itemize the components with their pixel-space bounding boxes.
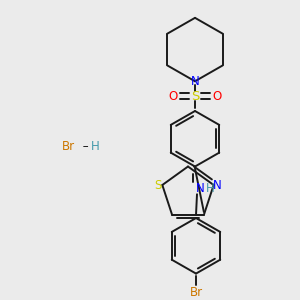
Text: H: H [206,182,214,195]
Text: –: – [79,140,89,153]
Text: S: S [154,178,162,191]
Text: H: H [91,140,99,153]
Text: S: S [191,90,199,103]
Text: O: O [212,90,222,103]
Text: N: N [190,75,200,88]
Text: Br: Br [61,140,75,153]
Text: N: N [213,178,222,191]
Text: N: N [196,182,204,195]
Text: O: O [168,90,178,103]
Text: Br: Br [189,286,203,299]
